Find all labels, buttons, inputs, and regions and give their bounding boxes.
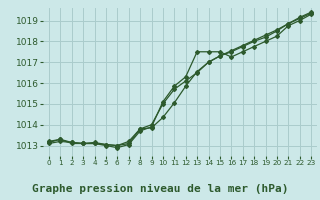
Text: Graphe pression niveau de la mer (hPa): Graphe pression niveau de la mer (hPa) bbox=[32, 184, 288, 194]
